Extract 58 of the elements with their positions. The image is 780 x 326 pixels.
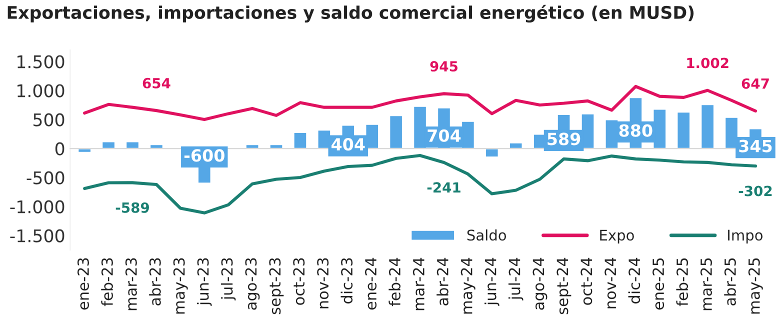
data-label: 404: [332, 138, 365, 151]
bar: [676, 111, 691, 150]
data-label: 647: [742, 78, 769, 89]
data-label: 345: [739, 140, 772, 152]
data-label: 880: [619, 124, 652, 137]
x-tick-label: mar-23: [125, 258, 137, 310]
chart-title: Exportaciones, importaciones y saldo comercial energético (en MUSD): [8, 4, 694, 23]
x-tick-label: jul-23: [220, 258, 236, 300]
x-tick-label: sept-24: [556, 258, 572, 314]
x-tick-label: jun-24: [484, 258, 500, 306]
bar: [700, 104, 715, 150]
x-tick-label: abr-23: [149, 258, 161, 306]
x-tick-label: ene-25: [652, 258, 664, 310]
x-tick-label: mar-24: [412, 258, 424, 310]
data-label: 654: [142, 78, 170, 88]
legend-label: Saldo: [467, 229, 506, 241]
x-tick-label: feb-23: [101, 258, 113, 306]
legend-label: Impo: [728, 230, 762, 244]
x-tick-label: feb-25: [676, 258, 688, 306]
x-tick-label: may-23: [173, 258, 188, 314]
y-tick-label: -1.000: [10, 200, 64, 214]
y-tick-label: 500: [34, 113, 64, 126]
x-tick-label: nov-23: [317, 258, 329, 308]
y-tick-label: 1.500: [18, 55, 64, 68]
x-tick-label: abr-24: [436, 258, 448, 306]
y-tick-label: -1.500: [10, 229, 64, 242]
data-label: 704: [428, 129, 461, 142]
x-tick-label: abr-25: [724, 258, 736, 306]
x-tick-label: mar-25: [700, 258, 712, 310]
data-label: 945: [430, 61, 458, 72]
x-tick-label: oct-23: [293, 258, 305, 305]
x-tick-label: oct-24: [580, 258, 592, 305]
data-label: -600: [184, 149, 224, 162]
y-tick-label: 0: [55, 142, 64, 156]
data-label: -241: [427, 182, 460, 192]
x-tick-label: jun-23: [196, 258, 212, 306]
x-tick-label: dic-24: [628, 258, 640, 304]
data-label: -302: [738, 186, 772, 196]
x-tick-label: ene-23: [77, 258, 90, 310]
x-tick-label: ago-24: [532, 258, 548, 310]
bar: [388, 114, 404, 150]
bar: [484, 148, 500, 158]
data-label: -589: [116, 202, 149, 213]
data-label: 589: [548, 132, 580, 146]
x-tick-label: dic-23: [340, 258, 353, 304]
x-tick-label: ago-23: [245, 258, 260, 310]
bar: [292, 132, 308, 150]
y-tick-label: 1.000: [18, 84, 64, 98]
y-tick-label: -500: [26, 171, 64, 184]
x-tick-label: may-25: [748, 258, 763, 314]
x-tick-label: nov-24: [604, 258, 616, 308]
x-tick-label: sept-23: [269, 258, 284, 314]
data-label: 1.002: [687, 58, 728, 68]
x-tick-label: jul-24: [508, 258, 524, 300]
legend-label: Expo: [600, 230, 634, 244]
x-tick-label: feb-24: [388, 258, 400, 306]
x-tick-label: may-24: [460, 258, 476, 314]
x-tick-label: ene-24: [364, 258, 377, 310]
